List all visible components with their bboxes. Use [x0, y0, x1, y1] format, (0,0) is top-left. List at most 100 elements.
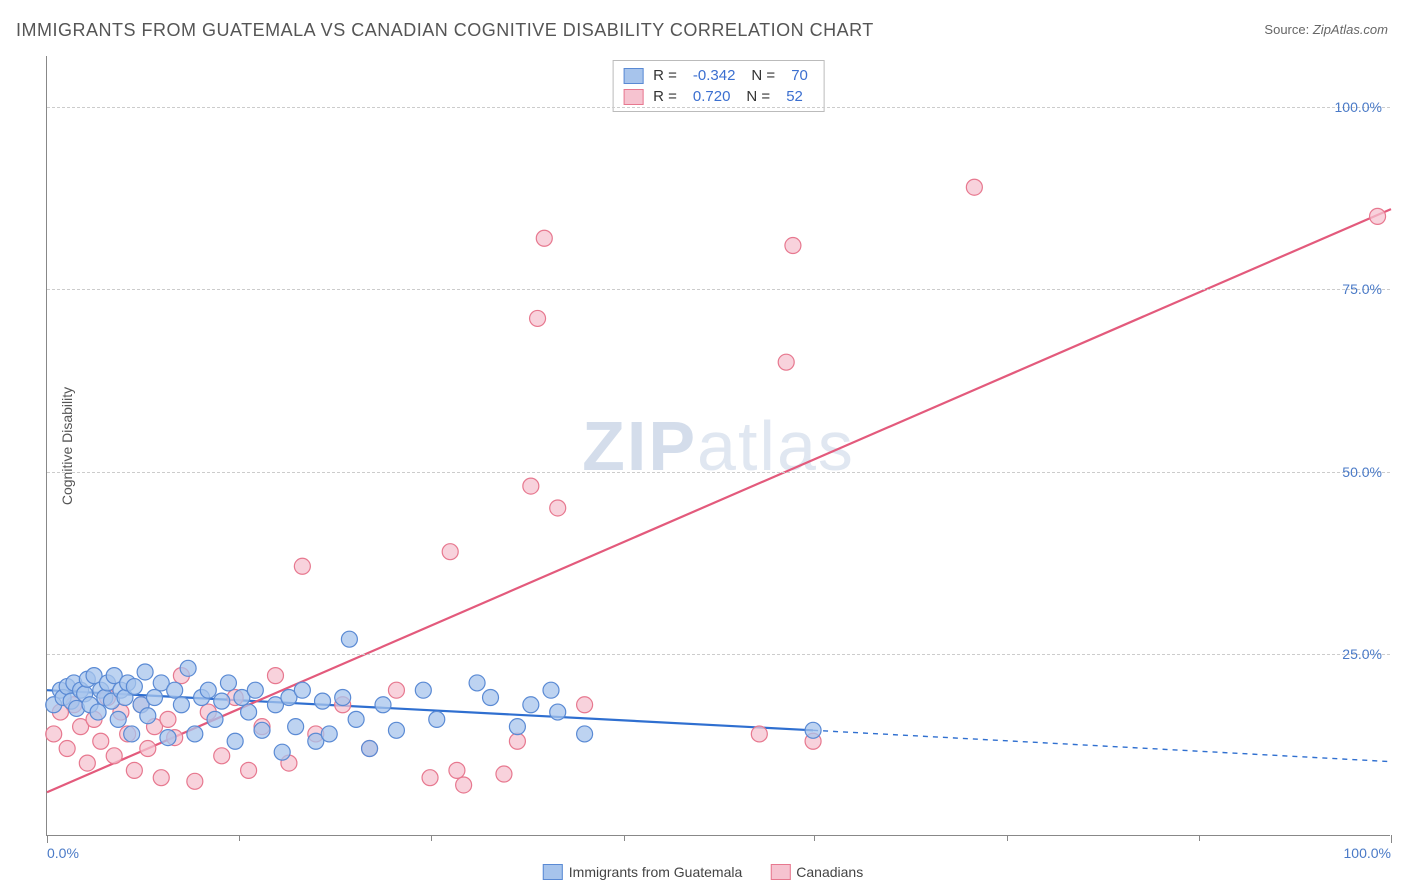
scatter-point — [536, 230, 552, 246]
legend-swatch-1 — [543, 864, 563, 880]
scatter-point — [126, 762, 142, 778]
scatter-point — [348, 711, 364, 727]
scatter-point — [483, 689, 499, 705]
stats-legend-box: R = -0.342 N = 70 R = 0.720 N = 52 — [612, 60, 825, 112]
scatter-point — [530, 310, 546, 326]
scatter-point — [966, 179, 982, 195]
scatter-point — [294, 682, 310, 698]
scatter-point — [140, 741, 156, 757]
scatter-point — [543, 682, 559, 698]
scatter-point — [167, 682, 183, 698]
legend-label-2: Canadians — [796, 864, 863, 880]
stats-row-2: R = 0.720 N = 52 — [623, 86, 814, 107]
scatter-point — [341, 631, 357, 647]
swatch-series-2 — [623, 89, 643, 105]
scatter-point — [422, 770, 438, 786]
scatter-point — [274, 744, 290, 760]
scatter-point — [388, 722, 404, 738]
scatter-point — [153, 770, 169, 786]
scatter-point — [147, 689, 163, 705]
scatter-point — [173, 697, 189, 713]
scatter-point — [160, 730, 176, 746]
scatter-point — [220, 675, 236, 691]
scatter-point — [110, 711, 126, 727]
scatter-point — [241, 762, 257, 778]
scatter-point — [523, 478, 539, 494]
scatter-point — [469, 675, 485, 691]
scatter-point — [254, 722, 270, 738]
stats-row-1: R = -0.342 N = 70 — [623, 65, 814, 86]
scatter-point — [200, 682, 216, 698]
scatter-point — [241, 704, 257, 720]
scatter-point — [140, 708, 156, 724]
scatter-point — [415, 682, 431, 698]
scatter-point — [288, 719, 304, 735]
swatch-series-1 — [623, 68, 643, 84]
scatter-point — [180, 660, 196, 676]
scatter-point — [362, 741, 378, 757]
scatter-point — [214, 693, 230, 709]
stat-r-label-2: R = — [653, 88, 677, 105]
y-tick-label: 75.0% — [1342, 281, 1382, 297]
source-label: Source: — [1264, 22, 1309, 37]
scatter-point — [375, 697, 391, 713]
stat-n-value-1: 70 — [791, 67, 808, 84]
plot-area: ZIPatlas R = -0.342 N = 70 R = 0.720 N =… — [46, 56, 1390, 836]
stat-r-value-1: -0.342 — [693, 67, 736, 84]
y-tick-label: 100.0% — [1335, 99, 1382, 115]
scatter-point — [456, 777, 472, 793]
y-tick-label: 25.0% — [1342, 646, 1382, 662]
scatter-point — [778, 354, 794, 370]
scatter-point — [577, 726, 593, 742]
legend-label-1: Immigrants from Guatemala — [569, 864, 743, 880]
scatter-point — [160, 711, 176, 727]
stat-n-label-1: N = — [751, 67, 775, 84]
scatter-point — [509, 733, 525, 749]
scatter-point — [550, 704, 566, 720]
scatter-point — [335, 689, 351, 705]
scatter-point — [106, 748, 122, 764]
scatter-point — [79, 755, 95, 771]
scatter-point — [46, 726, 62, 742]
legend-item-2: Canadians — [770, 864, 863, 880]
scatter-point — [429, 711, 445, 727]
scatter-point — [388, 682, 404, 698]
legend-item-1: Immigrants from Guatemala — [543, 864, 743, 880]
source-value: ZipAtlas.com — [1313, 22, 1388, 37]
scatter-point — [124, 726, 140, 742]
chart-title: IMMIGRANTS FROM GUATEMALA VS CANADIAN CO… — [16, 20, 874, 41]
scatter-point — [187, 773, 203, 789]
scatter-point — [577, 697, 593, 713]
scatter-point — [137, 664, 153, 680]
scatter-point — [267, 668, 283, 684]
bottom-legend: Immigrants from Guatemala Canadians — [543, 864, 863, 880]
scatter-point — [1370, 208, 1386, 224]
scatter-point — [315, 693, 331, 709]
y-tick-label: 50.0% — [1342, 464, 1382, 480]
scatter-point — [751, 726, 767, 742]
x-tick-label: 0.0% — [47, 845, 79, 861]
scatter-point — [187, 726, 203, 742]
legend-swatch-2 — [770, 864, 790, 880]
scatter-point — [90, 704, 106, 720]
scatter-point — [294, 558, 310, 574]
scatter-point — [442, 544, 458, 560]
scatter-point — [509, 719, 525, 735]
scatter-point — [247, 682, 263, 698]
scatter-point — [449, 762, 465, 778]
scatter-point — [59, 741, 75, 757]
scatter-point — [496, 766, 512, 782]
chart-svg — [47, 56, 1390, 835]
scatter-point — [126, 679, 142, 695]
scatter-point — [550, 500, 566, 516]
scatter-point — [93, 733, 109, 749]
scatter-point — [214, 748, 230, 764]
scatter-point — [805, 722, 821, 738]
source-attribution: Source: ZipAtlas.com — [1264, 22, 1388, 37]
regression-line-extension — [813, 730, 1391, 761]
scatter-point — [227, 733, 243, 749]
stat-n-value-2: 52 — [786, 88, 803, 105]
stat-r-value-2: 0.720 — [693, 88, 731, 105]
scatter-point — [523, 697, 539, 713]
x-tick-label: 100.0% — [1344, 845, 1391, 861]
